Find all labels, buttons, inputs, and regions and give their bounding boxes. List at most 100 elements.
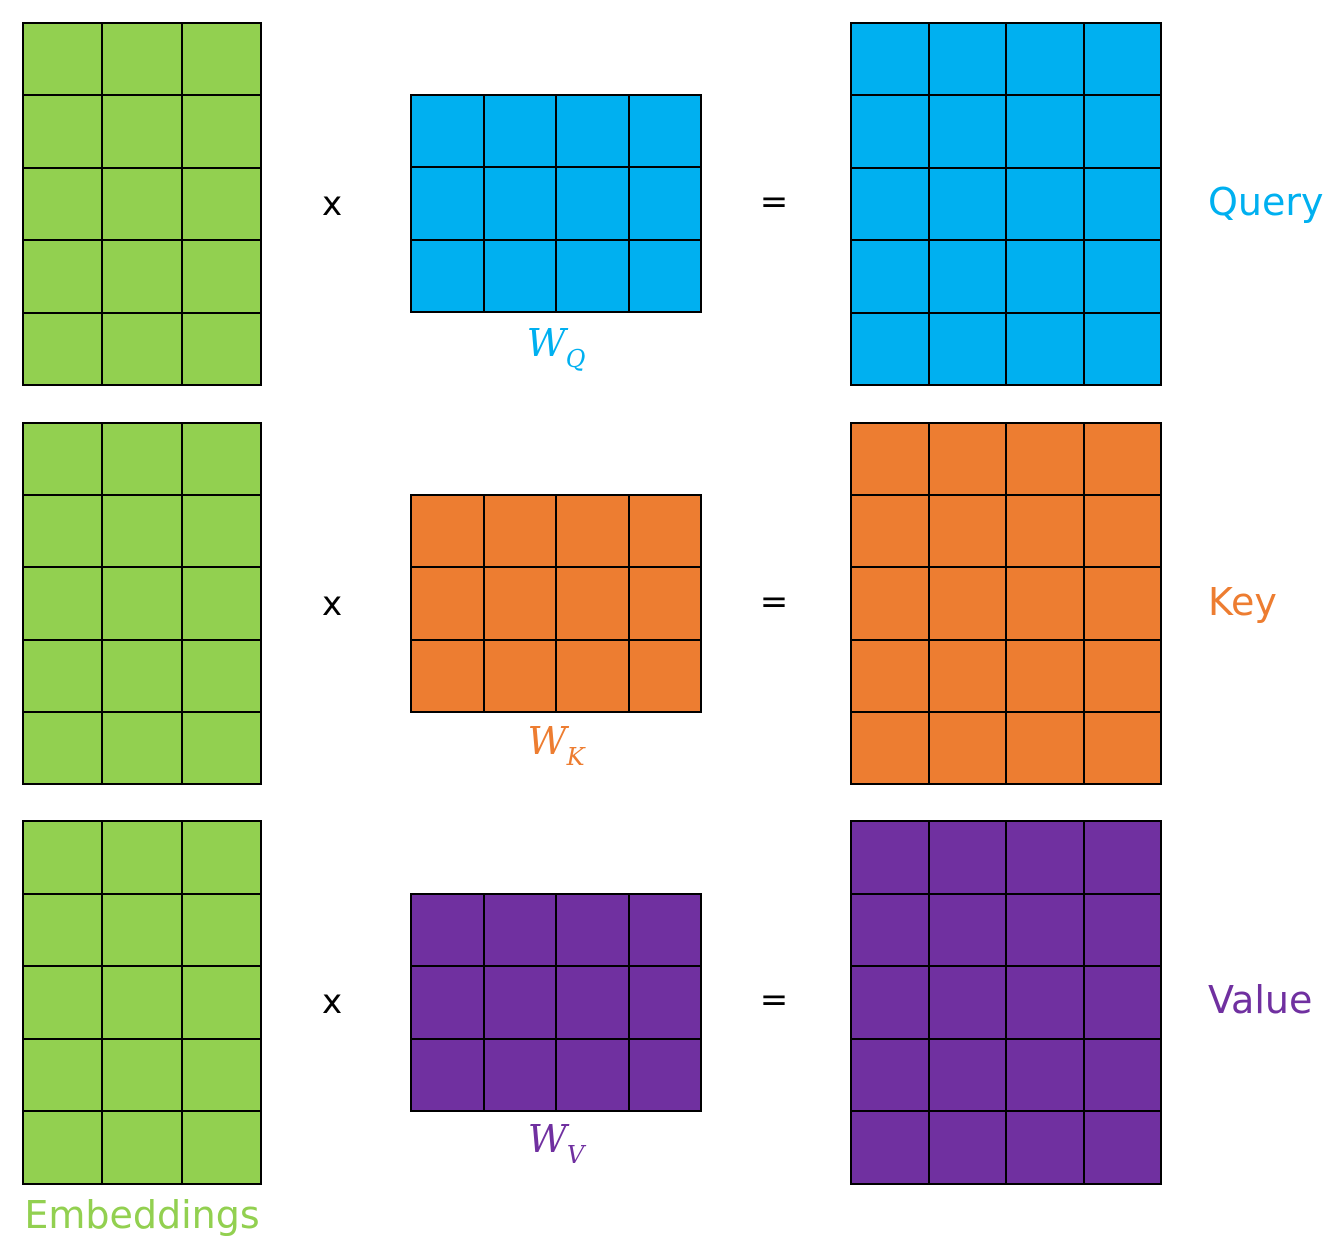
equals-symbol: =	[759, 980, 789, 1020]
matrix-cell	[412, 568, 483, 639]
output-label-value: Value	[1208, 978, 1313, 1022]
weight-matrix-key	[410, 494, 702, 713]
matrix-cell	[103, 967, 181, 1038]
multiply-symbol: x	[321, 584, 343, 624]
matrix-cell	[1084, 96, 1160, 167]
matrix-cell	[103, 1112, 181, 1183]
weight-label-key: WK	[527, 719, 585, 771]
matrix-cell	[929, 96, 1005, 167]
matrix-cell	[852, 967, 928, 1038]
matrix-cell	[103, 1039, 181, 1111]
output-matrix-key	[850, 422, 1162, 785]
matrix-cell	[182, 313, 260, 384]
matrix-cell	[24, 894, 102, 966]
matrix-cell	[852, 894, 928, 966]
output-matrix-value	[850, 820, 1162, 1185]
matrix-cell	[103, 241, 181, 312]
matrix-cell	[929, 822, 1005, 893]
matrix-cell	[412, 96, 483, 167]
matrix-cell	[182, 496, 260, 567]
embeddings-matrix-query-row	[22, 22, 262, 386]
matrix-cell	[103, 712, 181, 783]
matrix-cell	[103, 496, 181, 567]
matrix-cell	[1007, 712, 1083, 783]
matrix-cell	[929, 1112, 1005, 1183]
matrix-cell	[182, 967, 260, 1038]
matrix-cell	[929, 894, 1005, 966]
matrix-cell	[557, 967, 628, 1038]
matrix-cell	[103, 168, 181, 240]
matrix-cell	[103, 313, 181, 384]
matrix-cell	[484, 895, 555, 966]
matrix-cell	[24, 640, 102, 711]
matrix-cell	[24, 168, 102, 240]
matrix-cell	[929, 496, 1005, 567]
output-label-query: Query	[1208, 180, 1324, 224]
matrix-cell	[629, 168, 700, 239]
matrix-cell	[852, 712, 928, 783]
matrix-cell	[1084, 424, 1160, 495]
matrix-cell	[1007, 241, 1083, 312]
matrix-cell	[103, 424, 181, 495]
matrix-cell	[1084, 313, 1160, 384]
matrix-cell	[629, 895, 700, 966]
matrix-cell	[412, 967, 483, 1038]
weight-matrix-value	[410, 893, 702, 1112]
matrix-cell	[182, 424, 260, 495]
matrix-cell	[484, 1039, 555, 1110]
matrix-cell	[103, 568, 181, 639]
matrix-cell	[24, 313, 102, 384]
matrix-cell	[557, 496, 628, 567]
matrix-cell	[852, 640, 928, 711]
matrix-cell	[103, 24, 181, 95]
equals-symbol: =	[759, 582, 789, 622]
matrix-cell	[557, 895, 628, 966]
matrix-cell	[929, 24, 1005, 95]
matrix-cell	[182, 712, 260, 783]
matrix-cell	[182, 822, 260, 893]
matrix-cell	[24, 822, 102, 893]
matrix-cell	[852, 496, 928, 567]
matrix-cell	[629, 640, 700, 711]
matrix-cell	[1084, 822, 1160, 893]
matrix-cell	[182, 1039, 260, 1111]
embeddings-label: Embeddings	[24, 1193, 260, 1237]
matrix-cell	[929, 568, 1005, 639]
matrix-cell	[929, 313, 1005, 384]
matrix-cell	[484, 568, 555, 639]
matrix-cell	[852, 168, 928, 240]
matrix-cell	[852, 96, 928, 167]
matrix-cell	[852, 241, 928, 312]
matrix-cell	[1084, 640, 1160, 711]
matrix-cell	[484, 967, 555, 1038]
matrix-cell	[1007, 894, 1083, 966]
matrix-cell	[1007, 168, 1083, 240]
matrix-cell	[629, 967, 700, 1038]
matrix-cell	[629, 240, 700, 311]
matrix-cell	[24, 568, 102, 639]
matrix-cell	[24, 967, 102, 1038]
matrix-cell	[412, 1039, 483, 1110]
matrix-cell	[412, 895, 483, 966]
matrix-cell	[484, 240, 555, 311]
matrix-cell	[557, 168, 628, 239]
matrix-cell	[24, 24, 102, 95]
matrix-cell	[1007, 24, 1083, 95]
matrix-cell	[1007, 313, 1083, 384]
matrix-cell	[852, 424, 928, 495]
matrix-cell	[182, 168, 260, 240]
matrix-cell	[1084, 568, 1160, 639]
matrix-cell	[852, 568, 928, 639]
matrix-cell	[1007, 967, 1083, 1038]
matrix-cell	[1084, 24, 1160, 95]
matrix-cell	[1084, 168, 1160, 240]
matrix-cell	[929, 241, 1005, 312]
matrix-cell	[557, 96, 628, 167]
matrix-cell	[484, 168, 555, 239]
matrix-cell	[24, 1112, 102, 1183]
matrix-cell	[24, 96, 102, 167]
matrix-cell	[1007, 96, 1083, 167]
multiply-symbol: x	[321, 184, 343, 224]
matrix-cell	[852, 1039, 928, 1111]
matrix-cell	[1084, 712, 1160, 783]
